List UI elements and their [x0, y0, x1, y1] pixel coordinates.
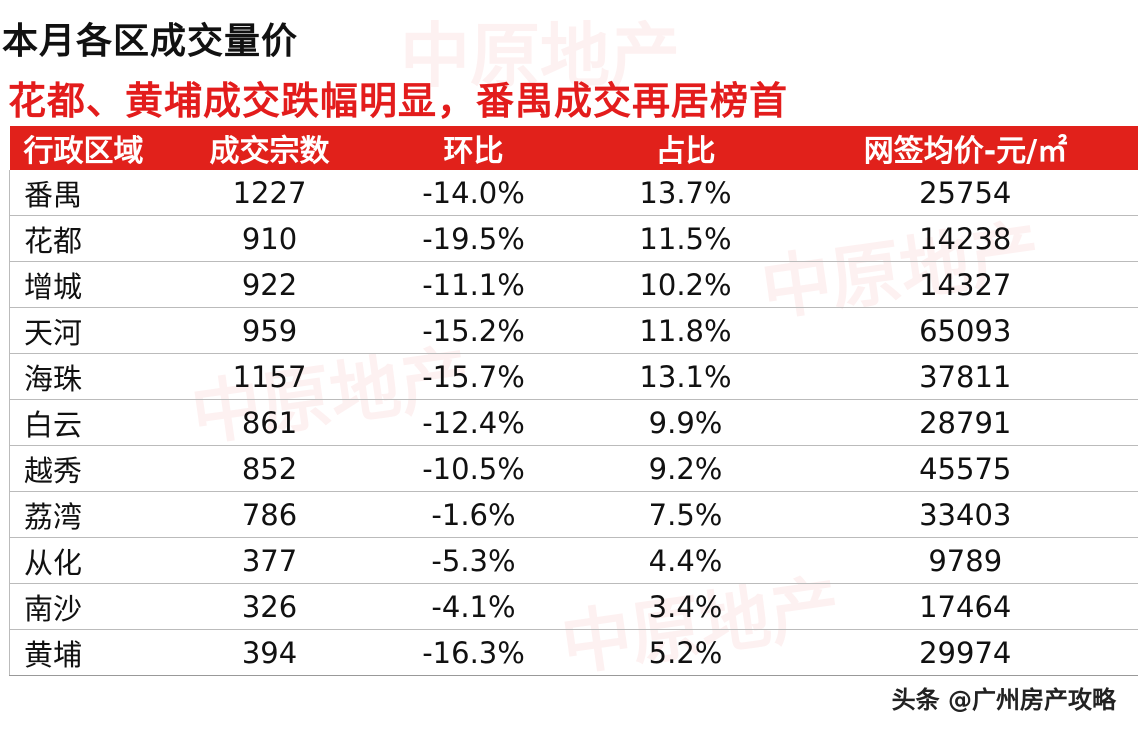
cell-district: 花都: [9, 215, 172, 262]
cell-price: 29974: [791, 629, 1138, 676]
cell-share: 9.9%: [579, 399, 792, 446]
cell-deals: 326: [171, 583, 368, 630]
cell-deals: 910: [171, 215, 368, 262]
cell-deals: 861: [171, 399, 368, 446]
cell-price: 14238: [791, 215, 1138, 262]
cell-deals: 1157: [171, 353, 368, 400]
cell-deals: 786: [171, 491, 368, 538]
cell-price: 14327: [791, 261, 1138, 308]
cell-price: 17464: [791, 583, 1138, 630]
cell-district: 越秀: [9, 445, 172, 492]
watermark: 中原地产: [400, 15, 680, 97]
table-row: 荔湾 786 -1.6% 7.5% 33403: [9, 491, 1138, 538]
cell-deals: 1227: [171, 170, 368, 216]
cell-mom: -1.6%: [367, 491, 580, 538]
cell-district: 天河: [9, 307, 172, 354]
cell-mom: -12.4%: [367, 399, 580, 446]
district-table: 行政区域 成交宗数 环比 占比 网签均价-元/㎡ 番禺 1227 -14.0% 13.…: [9, 126, 1138, 676]
cell-mom: -14.0%: [367, 170, 580, 216]
cell-deals: 377: [171, 537, 368, 584]
table-row: 白云 861 -12.4% 9.9% 28791: [9, 399, 1138, 446]
cell-mom: -10.5%: [367, 445, 580, 492]
cell-district: 荔湾: [9, 491, 172, 538]
cell-district: 从化: [9, 537, 172, 584]
cell-share: 10.2%: [579, 261, 792, 308]
table-row: 黄埔 394 -16.3% 5.2% 29974: [9, 629, 1138, 676]
cell-district: 增城: [9, 261, 172, 308]
table-row: 增城 922 -11.1% 10.2% 14327: [9, 261, 1138, 308]
cell-share: 7.5%: [579, 491, 792, 538]
cell-district: 南沙: [9, 583, 172, 630]
table-row: 天河 959 -15.2% 11.8% 65093: [9, 307, 1138, 354]
cell-district: 白云: [9, 399, 172, 446]
cell-share: 13.7%: [579, 170, 792, 216]
table-row: 海珠 1157 -15.7% 13.1% 37811: [9, 353, 1138, 400]
cell-price: 65093: [791, 307, 1138, 354]
cell-price: 9789: [791, 537, 1138, 584]
cell-share: 5.2%: [579, 629, 792, 676]
cell-mom: -15.7%: [367, 353, 580, 400]
cell-mom: -4.1%: [367, 583, 580, 630]
header-deals: 成交宗数: [209, 134, 330, 169]
cell-share: 4.4%: [579, 537, 792, 584]
table-row: 南沙 326 -4.1% 3.4% 17464: [9, 583, 1138, 630]
cell-deals: 852: [171, 445, 368, 492]
cell-district: 黄埔: [9, 629, 172, 676]
table-header-row: 行政区域 成交宗数 环比 占比 网签均价-元/㎡: [9, 126, 1138, 170]
cell-deals: 959: [171, 307, 368, 354]
cell-share: 13.1%: [579, 353, 792, 400]
cell-district: 海珠: [9, 353, 172, 400]
cell-share: 3.4%: [579, 583, 792, 630]
cell-share: 11.8%: [579, 307, 792, 354]
table-row: 越秀 852 -10.5% 9.2% 45575: [9, 445, 1138, 492]
page-title: 本月各区成交量价: [2, 21, 299, 62]
cell-price: 33403: [791, 491, 1138, 538]
header-mom: 环比: [443, 134, 504, 169]
cell-mom: -19.5%: [367, 215, 580, 262]
cell-share: 11.5%: [579, 215, 792, 262]
header-price: 网签均价-元/㎡: [863, 134, 1068, 169]
table-row: 番禺 1227 -14.0% 13.7% 25754: [9, 170, 1138, 216]
cell-mom: -16.3%: [367, 629, 580, 676]
table-row: 从化 377 -5.3% 4.4% 9789: [9, 537, 1138, 584]
cell-price: 28791: [791, 399, 1138, 446]
table-body: 番禺 1227 -14.0% 13.7% 25754 花都 910 -19.5% 11.5% 14…: [9, 170, 1138, 676]
header-share: 占比: [655, 134, 716, 169]
cell-deals: 922: [171, 261, 368, 308]
cell-mom: -11.1%: [367, 261, 580, 308]
cell-deals: 394: [171, 629, 368, 676]
cell-price: 45575: [791, 445, 1138, 492]
cell-district: 番禺: [9, 170, 172, 216]
source-credit: 头条 @广州房产攻略: [891, 686, 1116, 714]
cell-mom: -15.2%: [367, 307, 580, 354]
table-row: 花都 910 -19.5% 11.5% 14238: [9, 215, 1138, 262]
page-subtitle: 花都、黄埔成交跌幅明显，番禺成交再居榜首: [8, 79, 789, 123]
cell-mom: -5.3%: [367, 537, 580, 584]
cell-price: 37811: [791, 353, 1138, 400]
cell-price: 25754: [791, 170, 1138, 216]
cell-share: 9.2%: [579, 445, 792, 492]
header-district: 行政区域: [23, 134, 144, 169]
